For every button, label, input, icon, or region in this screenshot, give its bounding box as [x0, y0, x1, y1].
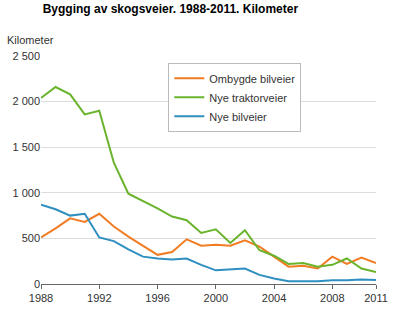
- svg-text:2 000: 2 000: [12, 95, 40, 107]
- svg-text:500: 500: [22, 232, 40, 244]
- svg-text:1 500: 1 500: [12, 141, 40, 153]
- svg-text:Ombygde bilveier: Ombygde bilveier: [209, 73, 295, 85]
- svg-text:1992: 1992: [87, 292, 111, 304]
- svg-text:2011: 2011: [364, 292, 388, 304]
- svg-text:Nye traktorveier: Nye traktorveier: [209, 92, 287, 104]
- svg-text:1996: 1996: [145, 292, 169, 304]
- svg-text:2000: 2000: [204, 292, 228, 304]
- svg-text:2004: 2004: [262, 292, 286, 304]
- svg-text:Nye bilveier: Nye bilveier: [209, 111, 267, 123]
- svg-text:Kilometer: Kilometer: [7, 34, 54, 46]
- svg-text:Bygging av skogsveier. 1988-20: Bygging av skogsveier. 1988-2011. Kilome…: [43, 2, 299, 16]
- svg-text:2 500: 2 500: [12, 50, 40, 62]
- svg-text:0: 0: [34, 278, 40, 290]
- svg-text:1988: 1988: [29, 292, 53, 304]
- svg-text:2008: 2008: [320, 292, 344, 304]
- svg-text:1 000: 1 000: [12, 187, 40, 199]
